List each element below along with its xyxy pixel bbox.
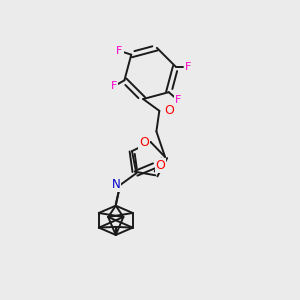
Text: O: O <box>156 159 166 172</box>
Text: O: O <box>139 136 149 148</box>
Text: N: N <box>111 178 120 191</box>
Text: F: F <box>110 81 117 92</box>
Text: F: F <box>185 61 191 72</box>
Text: F: F <box>175 95 181 105</box>
Text: F: F <box>116 46 123 56</box>
Text: H: H <box>111 178 119 188</box>
Text: O: O <box>164 104 174 117</box>
